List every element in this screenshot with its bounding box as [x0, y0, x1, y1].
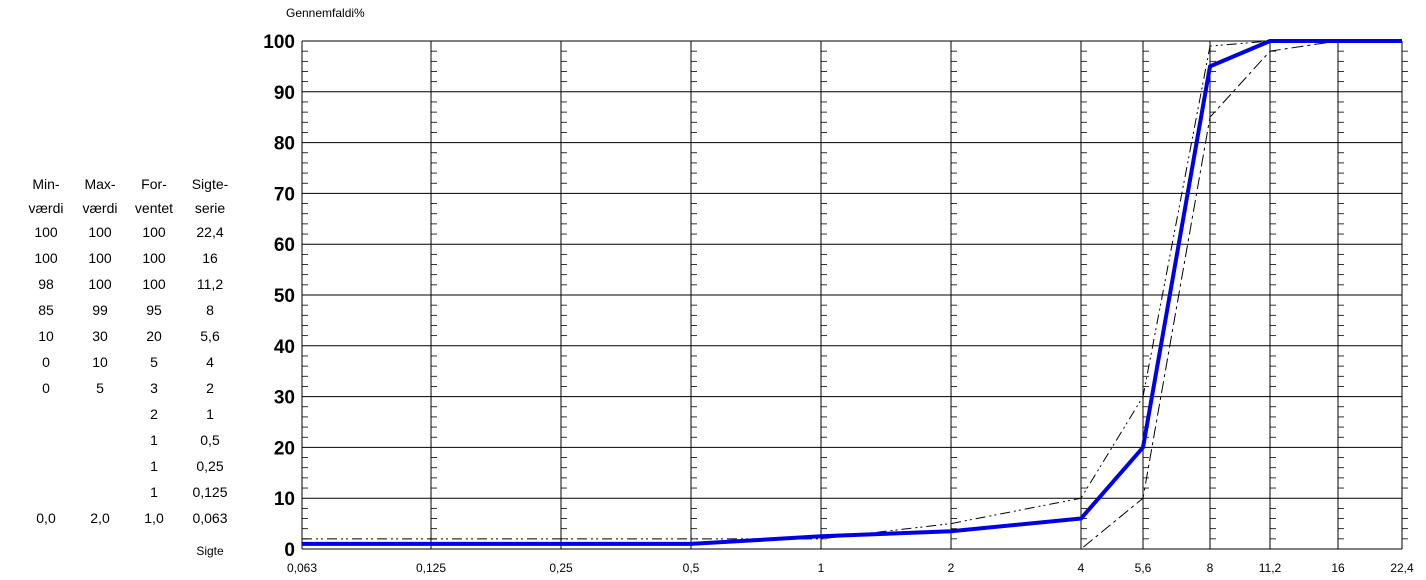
x-axis-caption: Sigte [196, 544, 224, 558]
y-tick-label: 10 [274, 489, 295, 510]
x-tick-label: 0,5 [683, 561, 700, 575]
x-tick-label: 0,063 [287, 561, 317, 575]
table-cell: 3 [150, 380, 158, 396]
table-header: ventet [134, 200, 174, 216]
table-cell: 0 [42, 354, 50, 370]
minor-ticks [1270, 50, 1276, 540]
table-cell: 20 [146, 328, 162, 344]
y-axis-title: Gennemfaldi% [286, 6, 365, 20]
table-cell: 2,0 [90, 510, 110, 526]
minor-ticks [561, 50, 567, 540]
table-header: Min- [32, 176, 60, 192]
x-tick-label: 22,4 [1390, 561, 1414, 575]
table-cell: 1 [150, 458, 158, 474]
table-cell: 0,063 [192, 510, 228, 526]
table-cell: 100 [88, 276, 112, 292]
table-header: værdi [28, 200, 64, 216]
y-tick-label: 90 [274, 83, 295, 104]
table-cell: 0,25 [196, 458, 224, 474]
minor-ticks [431, 50, 437, 540]
table-cell: 4 [206, 354, 214, 370]
table-cell: 5 [96, 380, 104, 396]
table-cell: 30 [92, 328, 108, 344]
grid [301, 40, 1408, 550]
table-cell: 11,2 [196, 276, 224, 292]
x-tick-label: 4 [1078, 561, 1085, 575]
y-tick-label: 30 [274, 388, 295, 409]
y-tick-label: 50 [274, 286, 295, 307]
x-tick-label: 11,2 [1259, 561, 1282, 575]
x-tick-label: 0,125 [416, 561, 446, 575]
table-cell: 2 [206, 380, 214, 396]
x-tick-label: 8 [1207, 561, 1214, 575]
y-tick-label: 40 [274, 337, 295, 358]
table-header: Max- [84, 176, 116, 192]
minor-ticks [1081, 50, 1087, 540]
table-cell: 100 [142, 276, 166, 292]
minor-ticks [1338, 50, 1344, 540]
table-header: Sigte- [191, 176, 229, 192]
table-cell: 5,6 [200, 328, 220, 344]
x-tick-label: 1 [818, 561, 825, 575]
table-cell: 85 [38, 302, 54, 318]
table-cell: 10 [92, 354, 108, 370]
table-cell: 16 [202, 250, 218, 266]
table-cell: 1 [150, 432, 158, 448]
series-lines [302, 39, 1402, 550]
table-cell: 5 [150, 354, 158, 370]
x-tick-label: 2 [948, 561, 955, 575]
table-cell: 0,5 [200, 432, 220, 448]
series-line-min [302, 40, 1402, 550]
series-line-expected [302, 39, 1402, 546]
minor-ticks [1402, 50, 1408, 540]
table-cell: 100 [88, 250, 112, 266]
minor-ticks [951, 50, 957, 540]
y-tick-label: 100 [263, 32, 295, 53]
y-tick-label: 70 [274, 184, 295, 205]
table-cell: 0,125 [192, 484, 228, 500]
table-cell: 1 [150, 484, 158, 500]
table-cell: 0 [42, 380, 50, 396]
table-cell: 2 [150, 406, 158, 422]
table-header: For- [141, 176, 167, 192]
table-cell: 100 [34, 224, 58, 240]
minor-ticks [1210, 50, 1216, 540]
series-line-max [302, 40, 1402, 540]
y-tick-label: 60 [274, 235, 295, 256]
table-cell: 100 [88, 224, 112, 240]
table-cell: 100 [34, 250, 58, 266]
x-tick-labels: 0,063 0,125 0,25 0,5 1 2 4 5,6 8 11,2 16 22,4 [287, 561, 1414, 575]
x-tick-label: 5,6 [1135, 561, 1152, 575]
table-header: serie [194, 200, 226, 216]
table-cell: 1,0 [144, 510, 164, 526]
y-tick-label: 80 [274, 134, 295, 155]
table-cell: 0,0 [36, 510, 56, 526]
table-header: værdi [82, 200, 118, 216]
table-cell: 99 [92, 302, 108, 318]
table-cell: 98 [38, 276, 54, 292]
x-tick-label: 16 [1331, 561, 1345, 575]
table-cell: 8 [206, 302, 214, 318]
y-tick-label: 20 [274, 438, 295, 459]
x-tick-label: 0,25 [549, 561, 573, 575]
table-cell: 95 [146, 302, 162, 318]
table-cell: 100 [142, 224, 166, 240]
y-tick-labels: 0 10 20 30 40 50 60 70 80 90 100 [263, 32, 295, 561]
table-cell: 100 [142, 250, 166, 266]
y-tick-label: 0 [284, 540, 295, 561]
table-cell: 22,4 [196, 224, 224, 240]
table-cell: 1 [206, 406, 214, 422]
table-cell: 10 [38, 328, 54, 344]
minor-ticks [691, 50, 697, 540]
